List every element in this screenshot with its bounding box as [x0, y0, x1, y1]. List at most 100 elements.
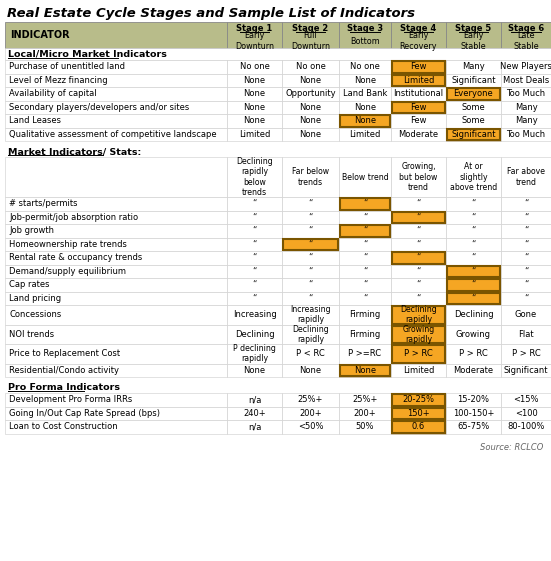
- Text: “: “: [417, 280, 420, 289]
- Text: Job growth: Job growth: [9, 226, 54, 235]
- Bar: [446, 305, 501, 324]
- Bar: [227, 210, 282, 224]
- Text: <100: <100: [515, 409, 537, 418]
- Text: Availability of capital: Availability of capital: [9, 89, 96, 98]
- Text: Stage 1: Stage 1: [236, 24, 273, 33]
- Bar: [227, 344, 282, 364]
- Bar: [446, 210, 501, 224]
- Bar: [446, 114, 501, 127]
- Bar: [5, 292, 227, 305]
- Bar: [227, 237, 282, 251]
- Bar: [339, 197, 391, 210]
- Text: Firming: Firming: [349, 310, 381, 319]
- Text: Stage 5: Stage 5: [455, 24, 491, 33]
- Bar: [282, 420, 339, 434]
- Text: Bottom: Bottom: [350, 36, 380, 45]
- Text: Source: RCLCO: Source: RCLCO: [479, 444, 543, 453]
- Text: Purchase of unentitled land: Purchase of unentitled land: [9, 62, 125, 71]
- Bar: [5, 420, 227, 434]
- Bar: [501, 210, 551, 224]
- Bar: [391, 264, 446, 278]
- Text: “: “: [309, 199, 312, 208]
- Text: “: “: [252, 213, 257, 222]
- Text: Growing: Growing: [456, 330, 491, 339]
- Bar: [339, 100, 391, 114]
- Bar: [446, 364, 501, 377]
- Bar: [447, 128, 500, 140]
- Text: “: “: [471, 253, 476, 262]
- Text: None: None: [299, 130, 322, 139]
- Bar: [392, 211, 445, 223]
- Text: “: “: [524, 294, 528, 303]
- Text: Many: Many: [462, 62, 485, 71]
- Bar: [339, 407, 391, 420]
- Text: Many: Many: [515, 103, 537, 112]
- Text: 25%+: 25%+: [352, 396, 377, 404]
- Bar: [282, 393, 339, 407]
- Bar: [5, 382, 551, 393]
- Bar: [446, 264, 501, 278]
- Bar: [282, 60, 339, 73]
- Bar: [5, 146, 227, 157]
- Bar: [339, 22, 391, 48]
- Text: None: None: [354, 116, 376, 125]
- Text: P > RC: P > RC: [512, 350, 541, 358]
- Bar: [282, 157, 339, 197]
- Bar: [501, 292, 551, 305]
- Text: Some: Some: [462, 103, 485, 112]
- Bar: [283, 238, 338, 250]
- Text: Many: Many: [515, 116, 537, 125]
- Bar: [446, 157, 501, 197]
- Text: P < RC: P < RC: [296, 350, 325, 358]
- Bar: [282, 264, 339, 278]
- Text: <50%: <50%: [298, 422, 323, 431]
- Text: Few: Few: [410, 62, 427, 71]
- Bar: [501, 305, 551, 324]
- Text: 0.6: 0.6: [412, 422, 425, 431]
- Text: “: “: [252, 226, 257, 235]
- Bar: [5, 60, 227, 73]
- Bar: [446, 407, 501, 420]
- Text: Late
Stable: Late Stable: [513, 31, 539, 50]
- Bar: [447, 265, 500, 277]
- Text: Cap rates: Cap rates: [9, 280, 50, 289]
- Text: “: “: [309, 253, 312, 262]
- Text: “: “: [471, 294, 476, 303]
- Text: None: None: [299, 116, 322, 125]
- Bar: [501, 264, 551, 278]
- Bar: [446, 251, 501, 264]
- Bar: [227, 127, 282, 141]
- Text: Everyone: Everyone: [453, 89, 493, 98]
- Bar: [339, 324, 391, 344]
- Text: “: “: [417, 253, 420, 262]
- Bar: [446, 224, 501, 237]
- Text: 200+: 200+: [354, 409, 376, 418]
- Text: No one: No one: [350, 62, 380, 71]
- Text: 20-25%: 20-25%: [402, 396, 435, 404]
- Bar: [227, 60, 282, 73]
- Bar: [501, 237, 551, 251]
- Bar: [5, 224, 227, 237]
- Bar: [227, 305, 282, 324]
- Text: Early
Recovery: Early Recovery: [399, 31, 437, 50]
- Bar: [446, 73, 501, 87]
- Text: 15-20%: 15-20%: [457, 396, 489, 404]
- Text: Most Deals: Most Deals: [503, 76, 549, 85]
- Text: None: None: [354, 103, 376, 112]
- Bar: [392, 252, 445, 264]
- Text: “: “: [309, 280, 312, 289]
- Text: Rental rate & occupancy trends: Rental rate & occupancy trends: [9, 253, 142, 262]
- Bar: [501, 251, 551, 264]
- Bar: [339, 224, 391, 237]
- Text: 80-100%: 80-100%: [507, 422, 545, 431]
- Text: Stage 3: Stage 3: [347, 24, 383, 33]
- Text: None: None: [354, 366, 376, 375]
- Bar: [5, 364, 227, 377]
- Bar: [282, 292, 339, 305]
- Text: Full
Downturn: Full Downturn: [291, 31, 330, 50]
- Text: “: “: [363, 253, 367, 262]
- Text: Limited: Limited: [239, 130, 270, 139]
- Text: Significant: Significant: [504, 366, 548, 375]
- Bar: [391, 87, 446, 100]
- Text: “: “: [252, 280, 257, 289]
